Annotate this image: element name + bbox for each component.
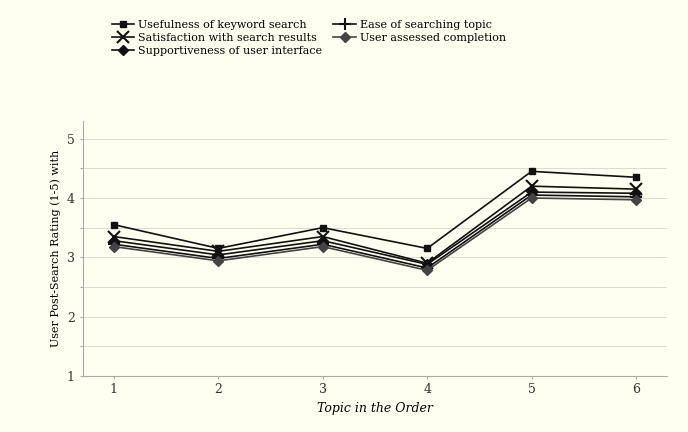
Ease of searching topic: [110, 241, 118, 247]
Supportiveness of user interface: [214, 252, 222, 257]
Ease of searching topic: [632, 194, 640, 200]
Satisfaction with search results: [423, 260, 431, 266]
Usefulness of keyword search: [319, 225, 327, 230]
Usefulness of keyword search: [528, 169, 536, 174]
User assessed completion: [214, 258, 222, 264]
User assessed completion: [110, 244, 118, 249]
Supportiveness of user interface: [423, 262, 431, 267]
Y-axis label: User Post-Search Rating (1-5) with: User Post-Search Rating (1-5) with: [51, 150, 61, 347]
Satisfaction with search results: [214, 249, 222, 254]
Satisfaction with search results: [632, 187, 640, 192]
Line: Ease of searching topic: Ease of searching topic: [107, 189, 643, 274]
Satisfaction with search results: [110, 234, 118, 239]
Usefulness of keyword search: [214, 246, 222, 251]
Usefulness of keyword search: [110, 222, 118, 227]
Line: Supportiveness of user interface: Supportiveness of user interface: [110, 189, 640, 268]
Supportiveness of user interface: [319, 238, 327, 243]
User assessed completion: [528, 195, 536, 200]
Supportiveness of user interface: [528, 190, 536, 195]
Legend: Usefulness of keyword search, Satisfaction with search results, Supportiveness o: Usefulness of keyword search, Satisfacti…: [111, 19, 506, 57]
User assessed completion: [423, 268, 431, 273]
Satisfaction with search results: [528, 184, 536, 189]
X-axis label: Topic in the Order: Topic in the Order: [317, 402, 433, 415]
Line: User assessed completion: User assessed completion: [110, 194, 640, 274]
Ease of searching topic: [528, 193, 536, 198]
Supportiveness of user interface: [632, 191, 640, 196]
Ease of searching topic: [319, 241, 327, 247]
Usefulness of keyword search: [423, 246, 431, 251]
Ease of searching topic: [423, 265, 431, 270]
Ease of searching topic: [214, 256, 222, 261]
Supportiveness of user interface: [110, 238, 118, 243]
Satisfaction with search results: [319, 234, 327, 239]
Usefulness of keyword search: [632, 175, 640, 180]
Line: Satisfaction with search results: Satisfaction with search results: [108, 181, 642, 269]
User assessed completion: [632, 197, 640, 202]
User assessed completion: [319, 244, 327, 249]
Line: Usefulness of keyword search: Usefulness of keyword search: [110, 168, 640, 252]
